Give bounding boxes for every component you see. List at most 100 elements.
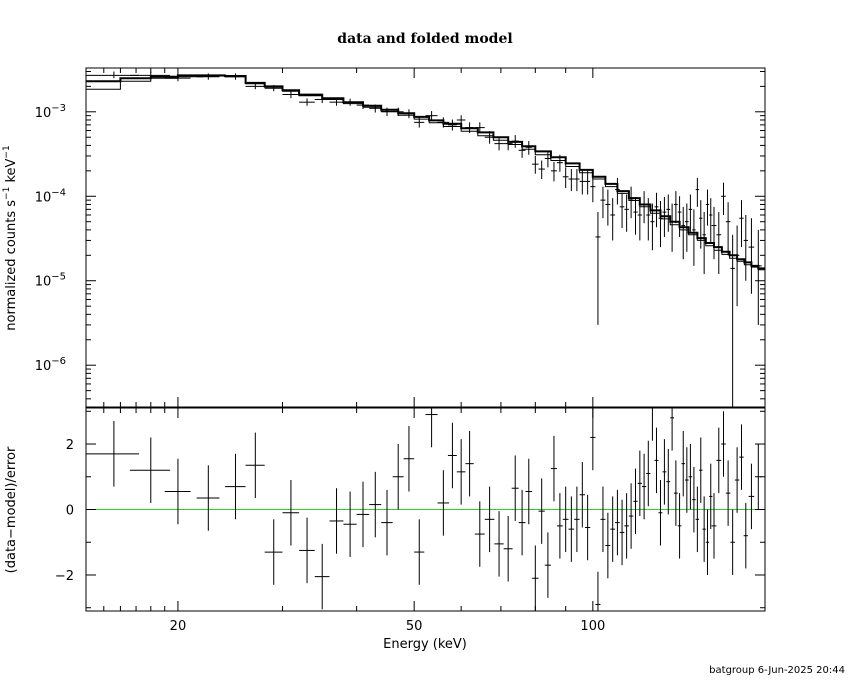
- y-tick-mantissa: 10: [35, 190, 52, 205]
- data-point: [748, 218, 755, 294]
- residual-point: [356, 481, 370, 548]
- residual-point: [381, 489, 393, 556]
- data-point: [673, 191, 678, 224]
- residual-point: [392, 444, 404, 510]
- residual-point: [725, 460, 731, 526]
- data-point: [739, 200, 744, 248]
- residual-point: [224, 453, 246, 520]
- y-tick-label: −2: [55, 569, 74, 584]
- data-point: [628, 186, 634, 219]
- residual-point: [550, 435, 557, 502]
- residual-point: [721, 411, 726, 477]
- data-point: [721, 182, 726, 216]
- residual-point: [568, 496, 575, 562]
- data-point: [474, 122, 485, 134]
- spectrum-x-axis: [103, 68, 594, 407]
- x-axis-label: Energy (keV): [383, 637, 467, 652]
- residual-y-label: (data−model)/error: [4, 446, 19, 573]
- data-point: [224, 73, 246, 80]
- residual-point: [743, 502, 748, 569]
- y-label-text: normalized counts s: [4, 200, 19, 331]
- y-tick-label: 2: [66, 438, 74, 453]
- model-a-line: [86, 74, 765, 270]
- data-point: [494, 137, 504, 151]
- residual-point: [465, 430, 474, 497]
- data-point: [624, 194, 629, 232]
- residual-point: [579, 462, 585, 528]
- y-tick-label: 0: [66, 504, 74, 519]
- residual-point: [369, 471, 382, 538]
- data-point: [484, 131, 495, 144]
- residual-point: [595, 571, 601, 611]
- residual-point: [716, 427, 722, 494]
- residual-panel: −2 0 2 20 50 100 (data−model)/error Energy (…: [4, 407, 766, 652]
- residual-point: [414, 519, 425, 585]
- data-point: [356, 101, 370, 109]
- data-point: [584, 170, 591, 195]
- data-point: [264, 84, 283, 92]
- data-point: [743, 215, 748, 281]
- y-tick-mantissa: 10: [35, 359, 52, 374]
- residual-point: [730, 509, 735, 575]
- residual-point: [754, 444, 762, 510]
- data-point: [685, 203, 689, 252]
- data-point: [282, 91, 300, 99]
- data-point: [369, 104, 382, 113]
- data-point: [299, 98, 315, 106]
- residual-point: [129, 437, 171, 503]
- data-point: [610, 198, 616, 241]
- data-point: [754, 229, 762, 325]
- y-tick-label: 10−6: [35, 356, 66, 374]
- residual-point: [662, 439, 667, 505]
- data-point: [381, 107, 393, 117]
- data-point: [637, 198, 642, 241]
- residual-point: [425, 408, 438, 448]
- data-point: [414, 117, 425, 128]
- data-point: [633, 197, 638, 235]
- data-point: [465, 122, 474, 134]
- data-point: [511, 135, 519, 148]
- data-point: [702, 212, 706, 275]
- residual-point: [633, 468, 638, 535]
- residual-point: [437, 470, 450, 536]
- data-point: [692, 209, 696, 266]
- spectrum-y-label: normalized counts s−1 keV−1: [2, 145, 19, 330]
- data-point: [677, 196, 682, 237]
- data-point: [705, 189, 710, 226]
- y-tick-exponent: −6: [51, 356, 66, 367]
- residual-point: [685, 447, 689, 513]
- x-tick-label: 100: [580, 619, 605, 634]
- data-point: [544, 150, 551, 168]
- data-point: [666, 194, 671, 232]
- data-point: [525, 141, 533, 155]
- residual-point: [538, 478, 545, 544]
- data-point: [518, 143, 526, 158]
- footer-stamp: batgroup 6-Jun-2025 20:44: [709, 665, 845, 676]
- y-label-unit: keV: [4, 158, 19, 182]
- residual-point: [628, 483, 634, 549]
- residual-point: [692, 466, 696, 533]
- residual-point: [605, 512, 611, 579]
- residual-point: [650, 407, 655, 441]
- data-point: [619, 192, 625, 229]
- data-point: [562, 167, 569, 189]
- residual-point: [282, 480, 300, 546]
- data-point: [734, 225, 740, 307]
- residual-point: [702, 496, 706, 562]
- residual-point: [574, 486, 580, 553]
- residual-point: [447, 422, 457, 489]
- y-label-exp-2: −1: [2, 145, 12, 158]
- data-point: [86, 71, 140, 79]
- y-tick-mantissa: 10: [35, 106, 52, 121]
- data-point: [600, 186, 606, 219]
- residual-point: [610, 496, 616, 562]
- residual-point: [484, 486, 495, 553]
- residual-point: [748, 463, 755, 530]
- residual-point: [654, 427, 659, 494]
- data-point: [403, 109, 415, 119]
- folded-model-b: [86, 75, 765, 271]
- residual-point: [670, 408, 674, 451]
- y-tick-mantissa: 10: [35, 275, 52, 290]
- data-point: [711, 206, 717, 260]
- data-point: [688, 194, 693, 232]
